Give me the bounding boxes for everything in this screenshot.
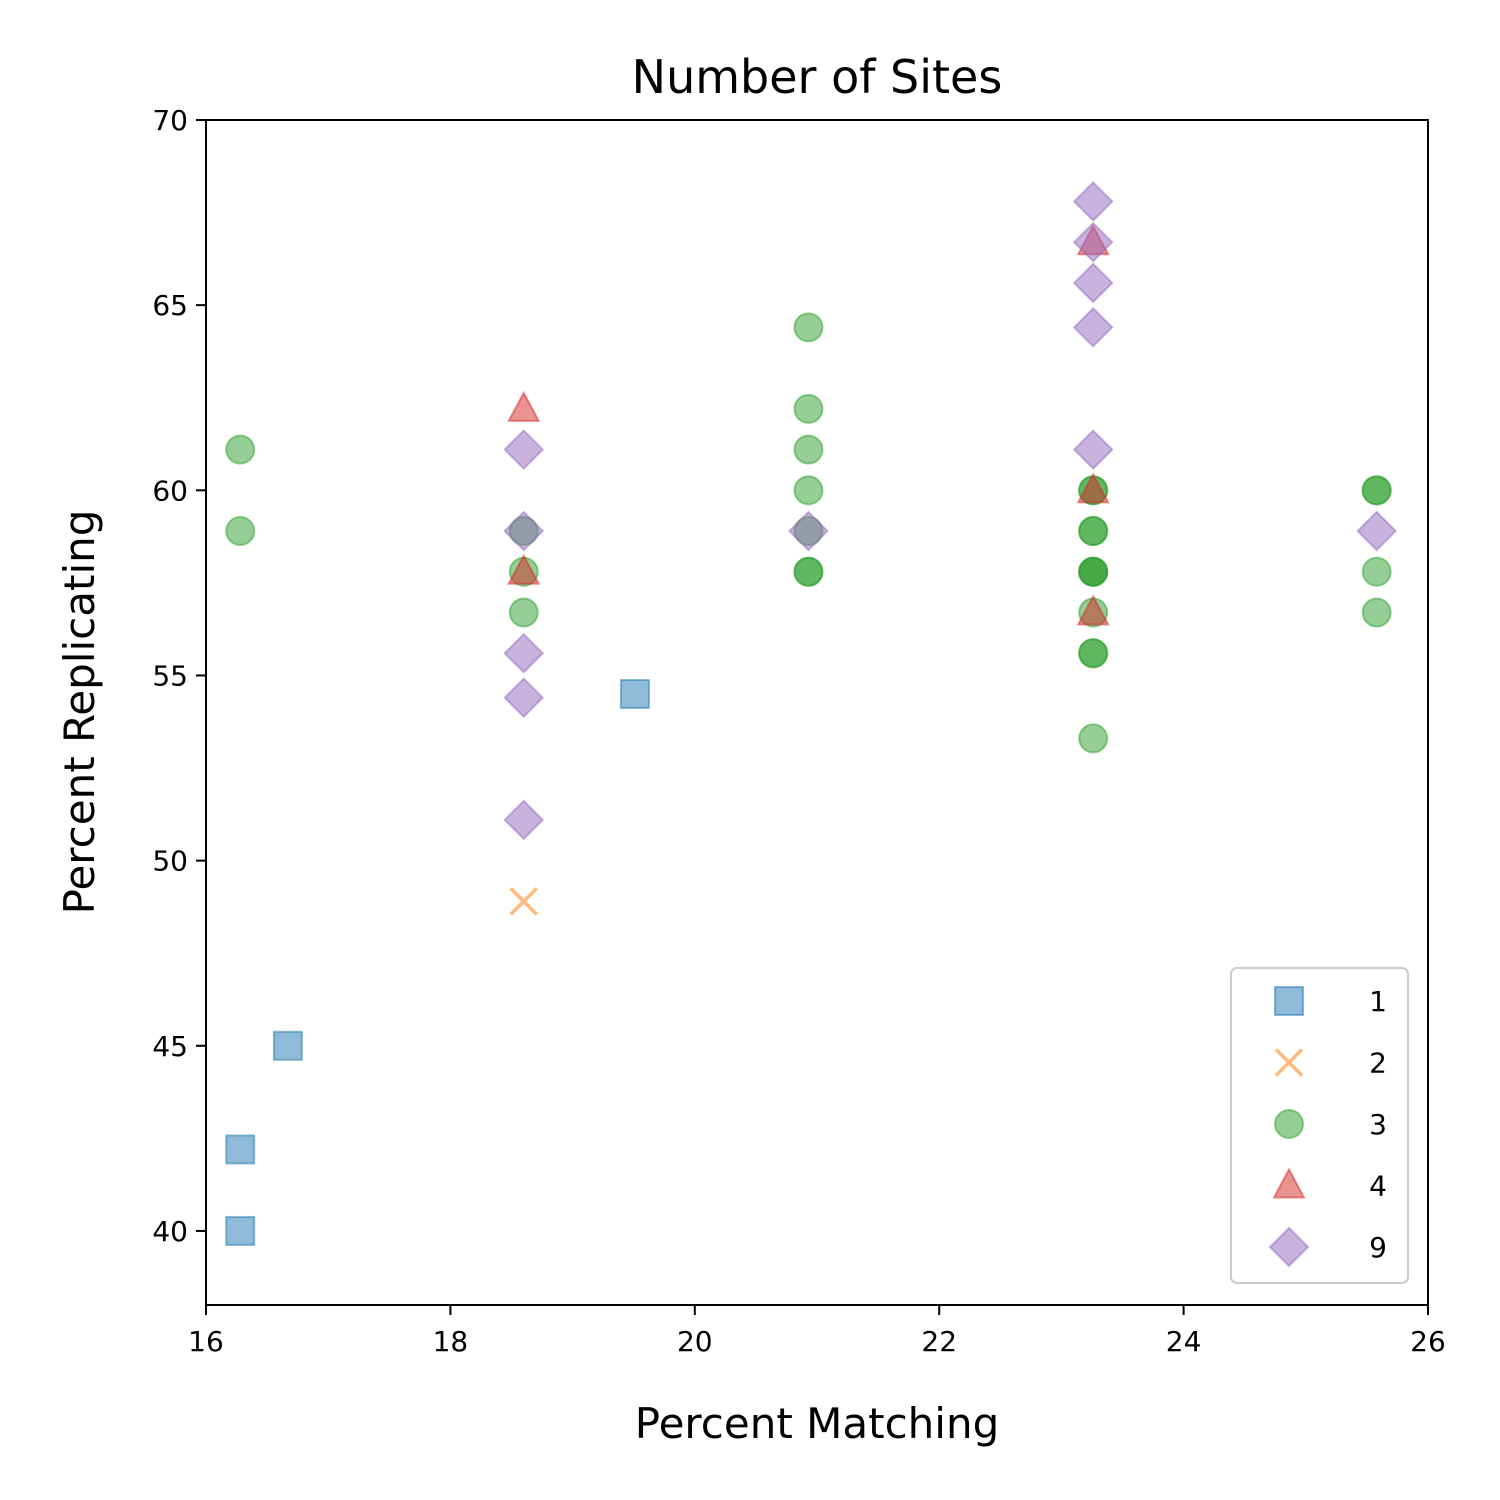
legend-entry: 3: [1274, 1108, 1387, 1141]
data-point: [619, 678, 650, 709]
y-tick-label: 45: [152, 1030, 188, 1063]
data-point: [503, 799, 545, 841]
y-axis-title: Percent Replicating: [55, 510, 104, 915]
y-tick-label: 70: [152, 104, 188, 137]
legend-marker: [1274, 986, 1304, 1016]
legend-label: 4: [1369, 1170, 1387, 1203]
data-point: [1361, 475, 1392, 506]
legend-box: [1230, 967, 1409, 1284]
legend-entry: 2: [1274, 1047, 1387, 1080]
data-point: [503, 510, 545, 552]
legend-entry: 4: [1272, 1167, 1387, 1203]
data-point: [793, 393, 824, 424]
data-point: [793, 312, 824, 343]
data-point: [1072, 262, 1114, 304]
data-point: [1072, 429, 1114, 470]
data-point: [225, 516, 256, 547]
data-point: [793, 475, 824, 506]
legend-label: 1: [1369, 985, 1387, 1018]
x-tick-label: 18: [433, 1325, 469, 1358]
data-point: [503, 632, 545, 674]
y-tick-label: 55: [152, 659, 188, 692]
data-point: [1072, 306, 1114, 348]
data-point: [1078, 556, 1109, 587]
data-point: [503, 677, 545, 719]
x-axis-title: Percent Matching: [635, 1399, 1000, 1448]
legend-label: 9: [1369, 1231, 1387, 1264]
y-tick-label: 50: [152, 845, 188, 878]
data-point: [1078, 638, 1109, 669]
data-point: [1361, 556, 1392, 587]
data-point: [225, 1215, 256, 1246]
series-2: [509, 887, 538, 916]
data-point: [1356, 510, 1398, 552]
x-tick-label: 22: [921, 1325, 957, 1358]
series-1: [225, 678, 650, 1246]
legend-label: 3: [1369, 1108, 1387, 1141]
axes-frame: [205, 119, 1429, 1306]
x-tick-label: 20: [677, 1325, 713, 1358]
data-point: [1361, 597, 1392, 628]
data-point: [1072, 181, 1114, 222]
x-tick-label: 24: [1166, 1325, 1202, 1358]
data-point: [225, 1134, 256, 1165]
data-point: [272, 1030, 303, 1061]
x-tick-label: 16: [188, 1325, 224, 1358]
data-point: [225, 434, 256, 465]
legend-entry: 9: [1268, 1226, 1387, 1268]
legend-entry: 1: [1274, 985, 1387, 1018]
data-point: [793, 556, 824, 587]
data-point: [507, 553, 541, 585]
y-tick-label: 60: [152, 474, 188, 507]
x-tick-label: 26: [1410, 1325, 1446, 1358]
legend: 1 2 3 4 9: [1230, 967, 1409, 1284]
legend-marker: [1274, 1109, 1304, 1139]
data-point: [507, 390, 541, 422]
data-point: [793, 434, 824, 465]
y-tick-label: 40: [152, 1215, 188, 1248]
series-9: [503, 181, 1398, 841]
legend-marker: [1268, 1226, 1310, 1268]
legend-marker: [1274, 1048, 1304, 1077]
legend-marker: [1272, 1167, 1306, 1199]
data-point: [1072, 221, 1114, 263]
legend-label: 2: [1369, 1047, 1387, 1080]
data-point: [1078, 516, 1109, 547]
data-point: [503, 429, 545, 470]
data-point: [509, 887, 538, 916]
y-tick-label: 65: [152, 289, 188, 322]
plot-area: [225, 181, 1398, 1246]
data-point: [1076, 594, 1110, 626]
data-point: [508, 597, 539, 628]
data-point: [1078, 723, 1109, 754]
data-point: [788, 510, 829, 552]
data-point: [1076, 472, 1110, 504]
chart-title: Number of Sites: [632, 50, 1003, 104]
